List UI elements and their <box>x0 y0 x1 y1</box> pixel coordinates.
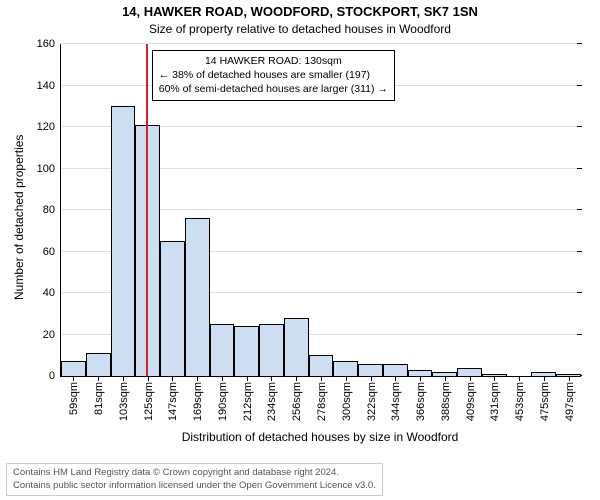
histogram-bar <box>210 324 235 376</box>
x-tick-mark <box>346 376 347 381</box>
x-axis-label: Distribution of detached houses by size … <box>60 430 580 444</box>
x-tick-mark <box>247 376 248 381</box>
histogram-bar <box>61 361 86 376</box>
x-tick-mark <box>296 376 297 381</box>
y-tick-mark <box>577 168 582 169</box>
x-tick-mark <box>172 376 173 381</box>
x-tick-mark <box>470 376 471 381</box>
y-tick-label: 120 <box>37 121 61 133</box>
y-tick-mark <box>577 126 582 127</box>
reference-marker-line <box>146 44 148 376</box>
gridline <box>61 43 581 44</box>
y-tick-label: 60 <box>43 246 61 258</box>
y-axis-label: Number of detached properties <box>12 135 26 300</box>
x-tick-label: 103sqm <box>116 382 130 421</box>
x-tick-label: 147sqm <box>165 382 179 421</box>
histogram-bar <box>333 361 358 376</box>
x-tick-label: 59sqm <box>66 382 80 415</box>
y-tick-label: 80 <box>43 204 61 216</box>
y-tick-mark <box>577 209 582 210</box>
histogram-bar <box>86 353 111 376</box>
x-tick-mark <box>123 376 124 381</box>
x-tick-label: 344sqm <box>388 382 402 421</box>
x-tick-label: 366sqm <box>413 382 427 421</box>
x-tick-mark <box>395 376 396 381</box>
chart-subtitle: Size of property relative to detached ho… <box>0 22 600 36</box>
attribution-footer: Contains HM Land Registry data © Crown c… <box>6 463 383 496</box>
y-tick-mark <box>577 292 582 293</box>
x-tick-mark <box>222 376 223 381</box>
y-tick-mark <box>577 334 582 335</box>
x-tick-mark <box>494 376 495 381</box>
x-tick-label: 322sqm <box>364 382 378 421</box>
histogram-bar <box>284 318 309 376</box>
x-tick-mark <box>271 376 272 381</box>
histogram-bar <box>383 364 408 376</box>
x-tick-label: 453sqm <box>512 382 526 421</box>
x-tick-mark <box>371 376 372 381</box>
x-tick-mark <box>73 376 74 381</box>
histogram-bar <box>111 106 136 376</box>
histogram-bar <box>457 368 482 376</box>
plot-area: 02040608010012014016059sqm81sqm103sqm125… <box>60 44 581 377</box>
x-tick-mark <box>569 376 570 381</box>
histogram-chart: 14, HAWKER ROAD, WOODFORD, STOCKPORT, SK… <box>0 0 600 500</box>
x-tick-mark <box>148 376 149 381</box>
histogram-bar <box>185 218 210 376</box>
histogram-bar <box>160 241 185 376</box>
annotation-line: ← 38% of detached houses are smaller (19… <box>159 68 388 82</box>
x-tick-label: 497sqm <box>562 382 576 421</box>
y-tick-mark <box>577 251 582 252</box>
x-tick-mark <box>98 376 99 381</box>
histogram-bar <box>234 326 259 376</box>
x-tick-label: 256sqm <box>289 382 303 421</box>
y-tick-label: 160 <box>37 38 61 50</box>
x-tick-mark <box>321 376 322 381</box>
x-tick-label: 81sqm <box>91 382 105 415</box>
x-tick-label: 475sqm <box>537 382 551 421</box>
x-tick-label: 212sqm <box>240 382 254 421</box>
annotation-box: 14 HAWKER ROAD: 130sqm← 38% of detached … <box>152 50 395 101</box>
x-tick-label: 431sqm <box>487 382 501 421</box>
x-tick-mark <box>420 376 421 381</box>
x-tick-label: 169sqm <box>190 382 204 421</box>
x-tick-label: 388sqm <box>438 382 452 421</box>
annotation-line: 14 HAWKER ROAD: 130sqm <box>159 54 388 68</box>
chart-title: 14, HAWKER ROAD, WOODFORD, STOCKPORT, SK… <box>0 4 600 19</box>
x-tick-mark <box>544 376 545 381</box>
x-tick-label: 300sqm <box>339 382 353 421</box>
y-tick-label: 0 <box>49 370 61 382</box>
y-tick-label: 20 <box>43 329 61 341</box>
histogram-bar <box>358 364 383 376</box>
x-tick-label: 409sqm <box>463 382 477 421</box>
y-tick-label: 40 <box>43 287 61 299</box>
footer-line: Contains HM Land Registry data © Crown c… <box>13 467 376 479</box>
histogram-bar <box>259 324 284 376</box>
x-tick-mark <box>519 376 520 381</box>
x-tick-label: 125sqm <box>141 382 155 421</box>
y-tick-label: 140 <box>37 80 61 92</box>
x-tick-label: 278sqm <box>314 382 328 421</box>
x-tick-label: 234sqm <box>264 382 278 421</box>
x-tick-mark <box>197 376 198 381</box>
annotation-line: 60% of semi-detached houses are larger (… <box>159 82 388 96</box>
x-tick-label: 190sqm <box>215 382 229 421</box>
footer-line: Contains public sector information licen… <box>13 480 376 492</box>
y-tick-label: 100 <box>37 163 61 175</box>
histogram-bar <box>309 355 334 376</box>
y-tick-mark <box>577 43 582 44</box>
y-tick-mark <box>577 85 582 86</box>
x-tick-mark <box>445 376 446 381</box>
